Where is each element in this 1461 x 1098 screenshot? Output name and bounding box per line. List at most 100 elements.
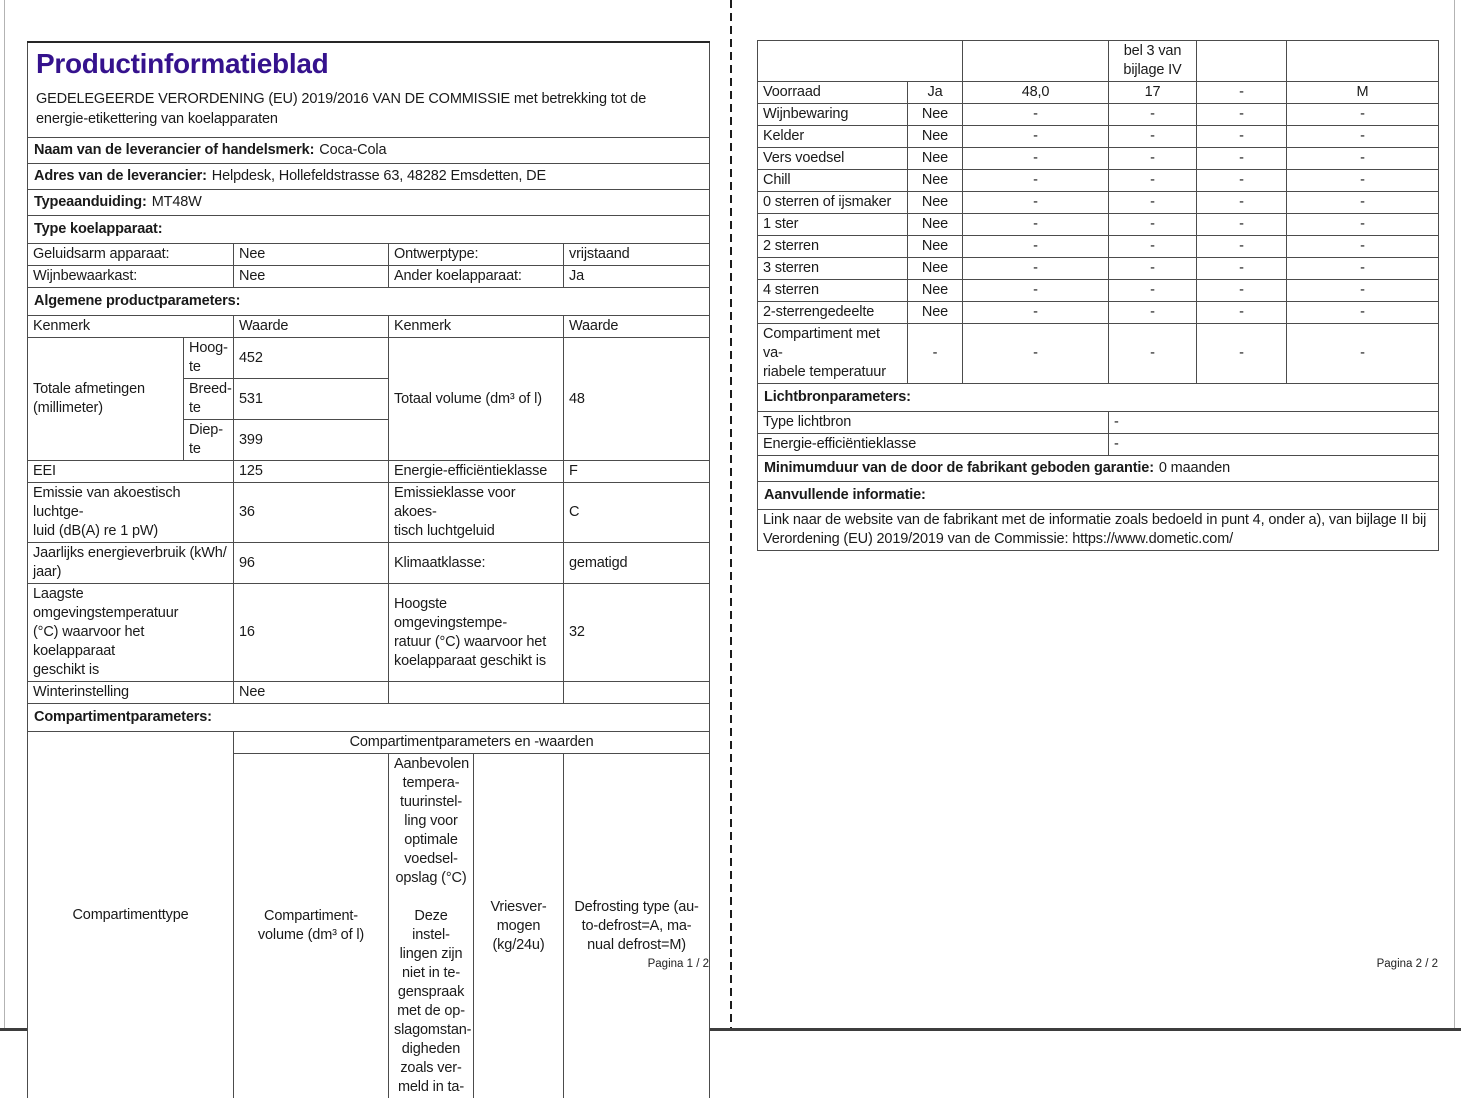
column-header-waarde: Waarde bbox=[564, 316, 710, 338]
param-value: Nee bbox=[234, 244, 389, 266]
depth-label: Diep- te bbox=[184, 420, 234, 461]
compartment-table-title: Compartimentparameters en -waarden bbox=[234, 732, 710, 754]
compartment-present: Nee bbox=[908, 258, 963, 280]
width-label: Breed- te bbox=[184, 379, 234, 420]
volume-value: 48 bbox=[564, 338, 710, 461]
compartment-volume: - bbox=[963, 280, 1109, 302]
section-lichtbronparameters: Lichtbronparameters: bbox=[758, 384, 1439, 412]
compartment-volume: - bbox=[963, 258, 1109, 280]
param-value: C bbox=[564, 483, 710, 543]
warranty-row: Minimumduur van de door de fabrikant geb… bbox=[758, 456, 1439, 482]
compartment-freeze: - bbox=[1197, 170, 1287, 192]
page1-footer: Pagina 1 / 2 bbox=[27, 958, 709, 970]
warranty-label: Minimumduur van de door de fabrikant geb… bbox=[764, 460, 1154, 476]
section-compartimentparameters: Compartimentparameters: bbox=[28, 704, 710, 732]
regulation-text: GEDELEGEERDE VERORDENING (EU) 2019/2016 … bbox=[36, 89, 701, 129]
compartment-present: Nee bbox=[908, 280, 963, 302]
page-title: Productinformatieblad bbox=[36, 47, 701, 81]
supplier-label: Naam van de leverancier of handelsmerk: bbox=[34, 142, 314, 158]
compartment-present: Nee bbox=[908, 302, 963, 324]
compartment-defrost: - bbox=[1287, 192, 1439, 214]
compartment-type: 3 sterren bbox=[758, 258, 908, 280]
compartment-volume: 48,0 bbox=[963, 82, 1109, 104]
compartment-type: 4 sterren bbox=[758, 280, 908, 302]
column-header-kenmerk: Kenmerk bbox=[389, 316, 564, 338]
param-label: Wijnbewaarkast: bbox=[28, 266, 234, 288]
compartment-temp: - bbox=[1109, 302, 1197, 324]
depth-value: 399 bbox=[234, 420, 389, 461]
address-label: Adres van de leverancier: bbox=[34, 168, 207, 184]
empty-cell bbox=[1197, 41, 1287, 82]
empty-cell bbox=[963, 41, 1109, 82]
compartment-defrost: - bbox=[1287, 280, 1439, 302]
additional-info-row: Link naar de website van de fabrikant me… bbox=[758, 510, 1439, 551]
compartment-volume: - bbox=[963, 236, 1109, 258]
page-break-divider bbox=[730, 0, 732, 1028]
compartment-type: 0 sterren of ijsmaker bbox=[758, 192, 908, 214]
param-label: Emissieklasse voor akoes- tisch luchtgel… bbox=[389, 483, 564, 543]
param-value: Ja bbox=[564, 266, 710, 288]
empty-cell bbox=[389, 682, 564, 704]
param-value: gematigd bbox=[564, 543, 710, 584]
compartment-type: Voorraad bbox=[758, 82, 908, 104]
dimensions-label: Totale afmetingen (millimeter) bbox=[28, 338, 184, 461]
param-label: Ander koelapparaat: bbox=[389, 266, 564, 288]
compartment-freeze: - bbox=[1197, 302, 1287, 324]
viewport-left-edge bbox=[4, 0, 5, 1029]
param-value: 96 bbox=[234, 543, 389, 584]
compartment-type: 2 sterren bbox=[758, 236, 908, 258]
compartment-present: Nee bbox=[908, 214, 963, 236]
param-value: Nee bbox=[234, 682, 389, 704]
compartment-freeze: - bbox=[1197, 258, 1287, 280]
light-param-value: - bbox=[1109, 412, 1439, 434]
compartment-freeze: - bbox=[1197, 214, 1287, 236]
compartment-present: Nee bbox=[908, 126, 963, 148]
compartment-present: - bbox=[908, 324, 963, 384]
compartment-temp: - bbox=[1109, 148, 1197, 170]
param-label: Winterinstelling bbox=[28, 682, 234, 704]
compartment-freeze: - bbox=[1197, 192, 1287, 214]
compartment-present: Nee bbox=[908, 170, 963, 192]
section-aanvullende-informatie: Aanvullende informatie: bbox=[758, 482, 1439, 510]
compartment-col-temperature: Aanbevolen tempera- tuurinstel- ling voo… bbox=[389, 754, 474, 1098]
param-value: 36 bbox=[234, 483, 389, 543]
section-algemene-productparameters: Algemene productparameters: bbox=[28, 288, 710, 316]
compartment-volume: - bbox=[963, 148, 1109, 170]
param-label: Jaarlijks energieverbruik (kWh/ jaar) bbox=[28, 543, 234, 584]
volume-label: Totaal volume (dm³ of l) bbox=[389, 338, 564, 461]
compartment-defrost: - bbox=[1287, 236, 1439, 258]
compartment-freeze: - bbox=[1197, 82, 1287, 104]
param-label: Geluidsarm apparaat: bbox=[28, 244, 234, 266]
compartment-temp: - bbox=[1109, 104, 1197, 126]
column-header-kenmerk: Kenmerk bbox=[28, 316, 234, 338]
compartment-volume: - bbox=[963, 192, 1109, 214]
param-value: F bbox=[564, 461, 710, 483]
height-label: Hoog- te bbox=[184, 338, 234, 379]
compartment-defrost: - bbox=[1287, 148, 1439, 170]
light-param-value: - bbox=[1109, 434, 1439, 456]
compartment-type: 1 ster bbox=[758, 214, 908, 236]
compartment-defrost: - bbox=[1287, 258, 1439, 280]
param-value: 125 bbox=[234, 461, 389, 483]
compartment-temp: - bbox=[1109, 324, 1197, 384]
compartment-temp: - bbox=[1109, 170, 1197, 192]
page2-footer: Pagina 2 / 2 bbox=[757, 958, 1438, 970]
compartment-defrost: M bbox=[1287, 82, 1439, 104]
compartment-temp: 17 bbox=[1109, 82, 1197, 104]
param-value: 32 bbox=[564, 584, 710, 682]
compartment-defrost: - bbox=[1287, 324, 1439, 384]
compartment-col-freezing: Vriesver- mogen (kg/24u) bbox=[474, 754, 564, 1098]
compartment-present: Ja bbox=[908, 82, 963, 104]
compartment-present: Nee bbox=[908, 104, 963, 126]
param-value: vrijstaand bbox=[564, 244, 710, 266]
viewport-right-edge bbox=[1454, 0, 1455, 1029]
compartment-present: Nee bbox=[908, 148, 963, 170]
supplier-row: Naam van de leverancier of handelsmerk:C… bbox=[28, 138, 710, 164]
section-type-koelapparaat: Type koelapparaat: bbox=[28, 216, 710, 244]
compartment-temp: - bbox=[1109, 192, 1197, 214]
compartment-freeze: - bbox=[1197, 324, 1287, 384]
light-param-label: Energie-efficiëntieklasse bbox=[758, 434, 1109, 456]
manufacturer-link[interactable]: https://www.dometic.com/ bbox=[1072, 531, 1233, 547]
compartment-freeze: - bbox=[1197, 236, 1287, 258]
compartment-col-defrost: Defrosting type (au- to-defrost=A, ma- n… bbox=[564, 754, 710, 1098]
